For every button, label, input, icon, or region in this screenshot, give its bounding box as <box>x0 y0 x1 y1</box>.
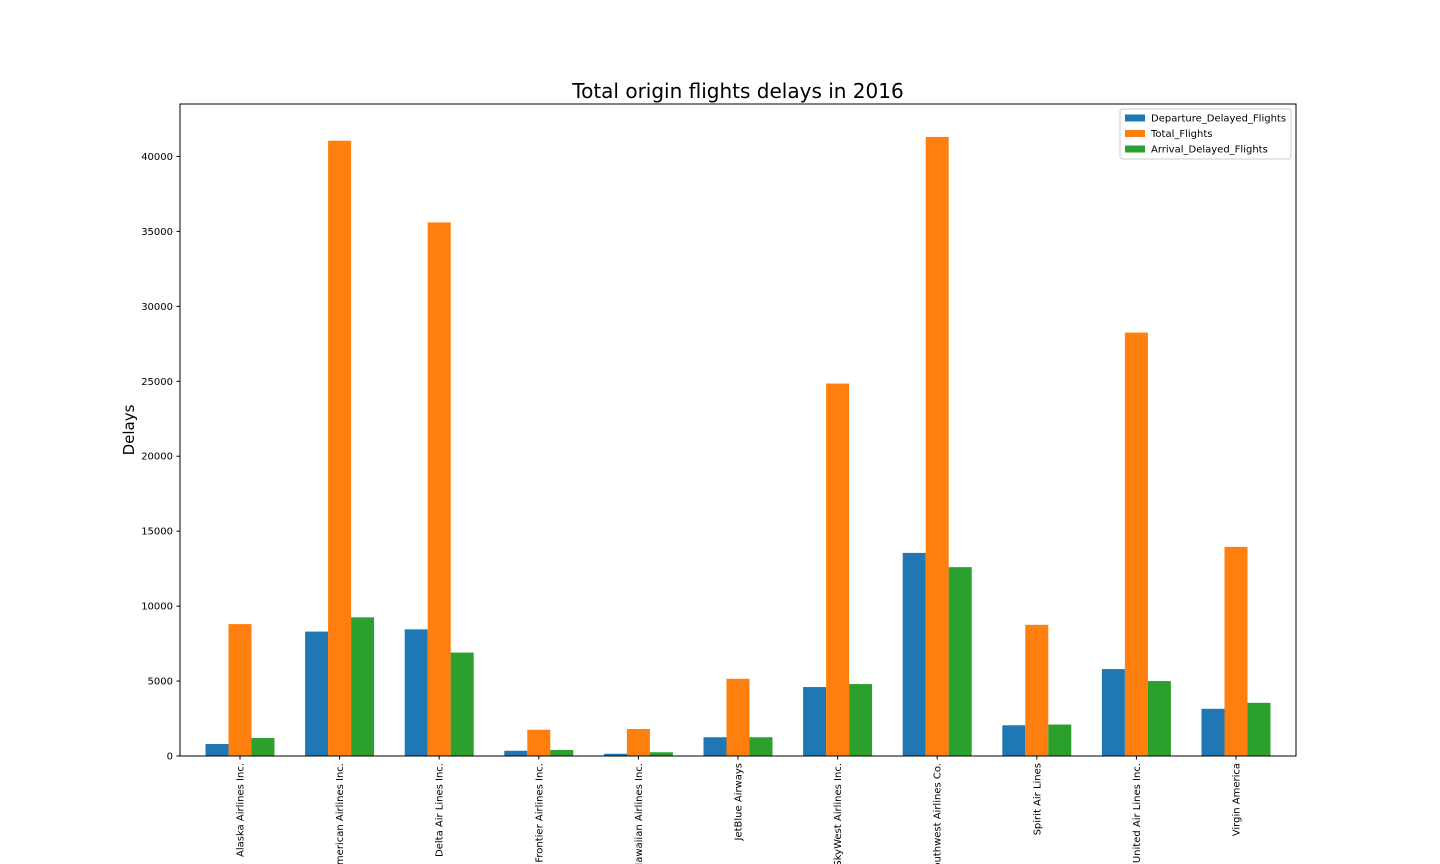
bar-3-9 <box>1048 724 1072 756</box>
bar-1-6 <box>703 737 727 756</box>
bar-3-8 <box>948 567 972 756</box>
y-tick-label: 40000 <box>141 152 173 163</box>
bar-1-9 <box>1002 725 1026 756</box>
bar-1-1 <box>205 744 229 756</box>
chart-legend: Departure_Delayed_Flights Total_Flights Ar… <box>1119 108 1292 160</box>
bar-3-10 <box>1147 681 1171 756</box>
bar-1-11 <box>1201 708 1225 756</box>
bar-1-4 <box>504 750 528 756</box>
bar-3-5 <box>649 752 673 756</box>
bar-2-3 <box>427 222 451 756</box>
chart-title: Total origin flights delays in 2016 <box>571 79 903 103</box>
legend-box <box>1119 108 1292 160</box>
x-tick-label: Alaska Airlines Inc. <box>236 763 247 857</box>
y-tick-label: 25000 <box>141 377 173 388</box>
x-tick-label: Spirit Air Lines <box>1032 763 1043 835</box>
legend-swatch <box>1125 130 1145 137</box>
bar-3-3 <box>450 652 474 756</box>
x-tick-label: Delta Air Lines Inc. <box>435 763 446 857</box>
legend-swatch <box>1125 145 1145 153</box>
bar-2-1 <box>228 624 252 756</box>
bar-3-1 <box>251 738 275 756</box>
bar-3-11 <box>1247 702 1271 756</box>
bar-1-8 <box>902 552 926 756</box>
bar-2-6 <box>726 678 750 756</box>
legend-swatch <box>1125 114 1145 122</box>
x-tick-label: Virgin America <box>1232 763 1243 836</box>
x-tick-label: JetBlue Airways <box>734 763 745 842</box>
bar-1-7 <box>803 687 827 756</box>
bar-3-7 <box>849 684 873 756</box>
y-tick-label: 20000 <box>141 452 173 463</box>
bar-2-4 <box>527 729 551 756</box>
legend-label: Departure_Delayed_Flights <box>1151 114 1286 125</box>
y-tick-label: 35000 <box>141 227 173 238</box>
y-tick-label: 0 <box>167 752 173 763</box>
x-tick-label: SkyWest Airlines Inc. <box>833 763 844 864</box>
bar-2-9 <box>1025 624 1049 756</box>
legend-label: Arrival_Delayed_Flights <box>1151 145 1268 156</box>
y-tick-label: 10000 <box>141 602 173 613</box>
x-tick-label: Frontier Airlines Inc. <box>534 763 545 863</box>
bar-3-2 <box>351 617 375 756</box>
bar-2-10 <box>1124 332 1148 756</box>
legend-label: Total_Flights <box>1150 129 1212 140</box>
bar-2-2 <box>328 140 352 757</box>
y-tick-label: 30000 <box>141 302 173 313</box>
bar-2-5 <box>626 729 650 756</box>
bar-1-2 <box>305 631 329 756</box>
bar-3-6 <box>749 737 773 756</box>
bars-layer <box>205 136 1271 757</box>
x-tick-label: United Air Lines Inc. <box>1132 763 1143 863</box>
bar-2-11 <box>1224 546 1248 756</box>
x-tick-label: American Airlines Inc. <box>335 763 346 864</box>
x-tick-label: Hawaiian Airlines Inc. <box>634 763 645 864</box>
y-axis-label: Delays <box>120 404 138 455</box>
bar-1-10 <box>1101 669 1125 756</box>
x-tick-label: Southwest Airlines Co. <box>933 763 944 864</box>
y-tick-label: 15000 <box>141 527 173 538</box>
axes-layer: 0 5000 10000 15000 20000 25000 30000 35000 40000… <box>141 103 1297 864</box>
bar-1-5 <box>603 753 627 756</box>
bar-3-4 <box>550 750 574 756</box>
bar-2-8 <box>925 136 949 757</box>
y-tick-label: 5000 <box>148 677 173 688</box>
bar-1-3 <box>404 629 428 756</box>
bar-2-7 <box>826 383 850 756</box>
